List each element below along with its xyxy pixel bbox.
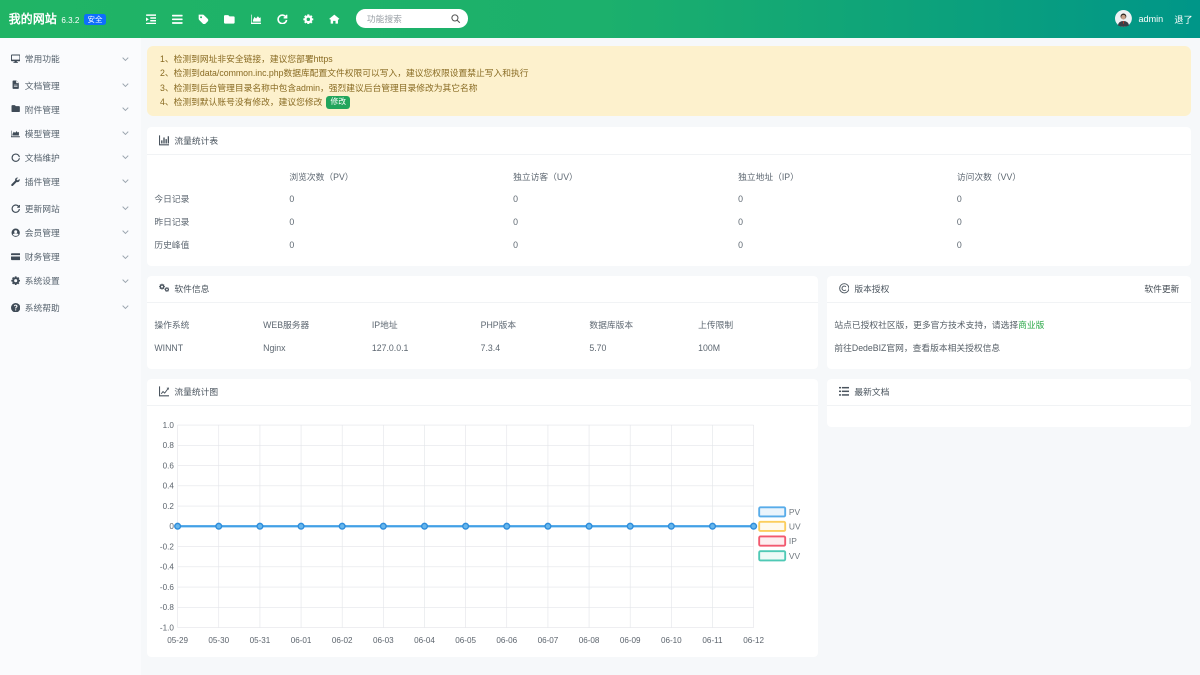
svg-text:-1.0: -1.0 xyxy=(160,623,174,632)
svg-text:06-07: 06-07 xyxy=(537,636,558,645)
svg-text:0.6: 0.6 xyxy=(162,461,174,470)
svg-text:06-04: 06-04 xyxy=(414,636,435,645)
svg-text:UV: UV xyxy=(789,521,801,531)
svg-text:06-05: 06-05 xyxy=(455,636,476,645)
svg-text:-0.8: -0.8 xyxy=(160,603,174,612)
svg-text:-0.2: -0.2 xyxy=(160,542,174,551)
svg-text:06-02: 06-02 xyxy=(332,636,353,645)
svg-text:05-29: 05-29 xyxy=(167,636,188,645)
svg-text:-0.6: -0.6 xyxy=(160,583,174,592)
svg-text:06-06: 06-06 xyxy=(496,636,517,645)
svg-text:IP: IP xyxy=(789,536,797,546)
svg-text:PV: PV xyxy=(789,507,801,517)
svg-text:0: 0 xyxy=(169,522,174,531)
svg-text:0.2: 0.2 xyxy=(162,502,174,511)
svg-text:06-03: 06-03 xyxy=(373,636,394,645)
svg-text:1.0: 1.0 xyxy=(162,421,174,430)
svg-text:06-09: 06-09 xyxy=(620,636,641,645)
svg-text:05-31: 05-31 xyxy=(249,636,270,645)
svg-text:0.8: 0.8 xyxy=(162,441,174,450)
svg-text:05-30: 05-30 xyxy=(208,636,229,645)
svg-text:06-08: 06-08 xyxy=(579,636,600,645)
svg-text:-0.4: -0.4 xyxy=(160,563,174,572)
svg-text:VV: VV xyxy=(789,551,801,561)
svg-text:06-01: 06-01 xyxy=(291,636,312,645)
svg-text:0.4: 0.4 xyxy=(162,482,174,491)
svg-text:06-11: 06-11 xyxy=(702,636,723,645)
svg-text:06-12: 06-12 xyxy=(743,636,764,645)
svg-text:06-10: 06-10 xyxy=(661,636,682,645)
